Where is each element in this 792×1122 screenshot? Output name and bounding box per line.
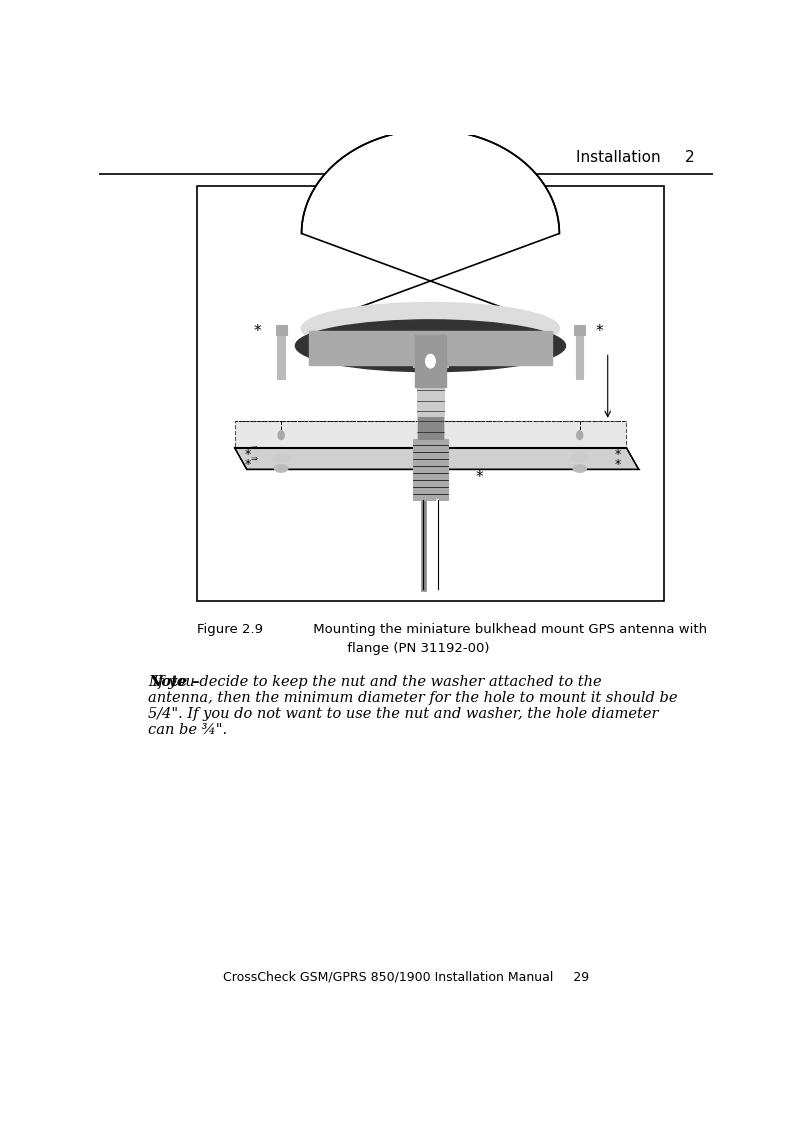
- Ellipse shape: [302, 303, 559, 355]
- Text: *: *: [244, 458, 250, 470]
- Text: *: *: [615, 448, 621, 461]
- Circle shape: [425, 355, 436, 368]
- Ellipse shape: [418, 426, 443, 440]
- Ellipse shape: [272, 453, 290, 462]
- Bar: [418, 417, 443, 439]
- Polygon shape: [234, 448, 638, 469]
- Text: *: *: [476, 470, 483, 486]
- Bar: [197, 186, 664, 601]
- Text: Figure 2.9: Figure 2.9: [197, 623, 263, 636]
- Text: *: *: [254, 323, 261, 339]
- Circle shape: [278, 431, 284, 440]
- Ellipse shape: [573, 465, 587, 472]
- Ellipse shape: [571, 453, 588, 462]
- Bar: [576, 331, 584, 378]
- Bar: [413, 439, 447, 499]
- Text: CrossCheck GSM/GPRS 850/1900 Installation Manual     29: CrossCheck GSM/GPRS 850/1900 Installatio…: [223, 971, 589, 983]
- Text: Note –: Note –: [148, 674, 200, 689]
- Text: If you decide to keep the nut and the washer attached to the
antenna, then the m: If you decide to keep the nut and the wa…: [148, 674, 678, 737]
- Ellipse shape: [295, 320, 565, 371]
- Bar: [417, 367, 444, 444]
- Text: flange (PN 31192-00): flange (PN 31192-00): [292, 642, 489, 655]
- Text: *: *: [244, 448, 250, 461]
- Bar: [415, 335, 446, 387]
- Polygon shape: [302, 130, 559, 329]
- Text: Installation     2: Installation 2: [576, 150, 695, 165]
- Bar: [309, 331, 552, 366]
- Ellipse shape: [274, 465, 288, 472]
- Text: ⇒: ⇒: [250, 442, 257, 451]
- Text: Mounting the miniature bulkhead mount GPS antenna with: Mounting the miniature bulkhead mount GP…: [292, 623, 707, 636]
- Circle shape: [577, 431, 583, 440]
- Bar: [276, 325, 287, 335]
- Text: ⇒: ⇒: [250, 453, 257, 462]
- Text: *: *: [615, 458, 621, 470]
- Bar: [574, 325, 585, 335]
- Ellipse shape: [302, 277, 559, 380]
- Bar: [413, 348, 447, 367]
- Text: *: *: [596, 323, 604, 339]
- Ellipse shape: [425, 430, 436, 436]
- Bar: [234, 421, 626, 448]
- Bar: [277, 331, 285, 378]
